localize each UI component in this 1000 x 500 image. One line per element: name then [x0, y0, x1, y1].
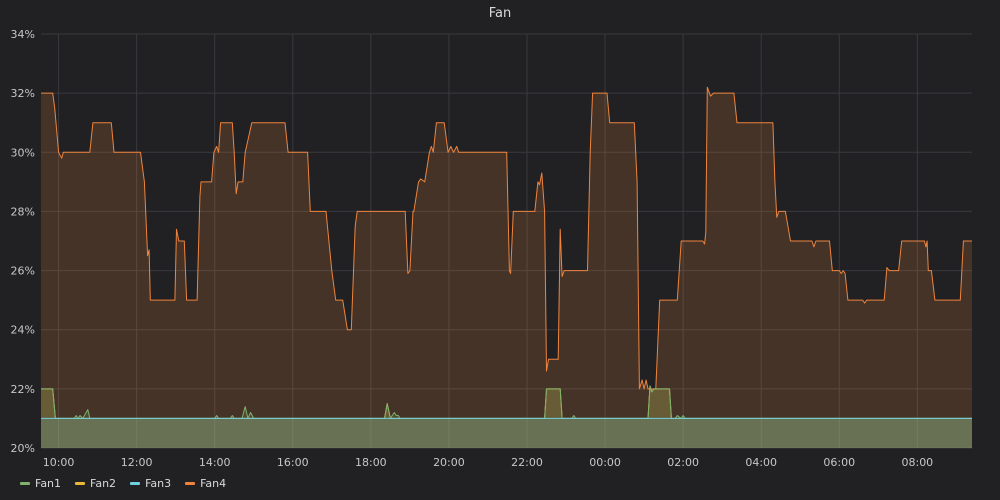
- x-tick-label: 04:00: [745, 456, 777, 469]
- legend: Fan1 Fan2 Fan3 Fan4: [20, 477, 226, 490]
- legend-item-fan3[interactable]: Fan3: [130, 477, 171, 490]
- x-tick-label: 06:00: [823, 456, 855, 469]
- series-line-fan4: [41, 86, 972, 390]
- legend-label: Fan3: [145, 477, 172, 490]
- y-tick-label: 32%: [11, 87, 35, 100]
- legend-item-fan2[interactable]: Fan2: [75, 477, 116, 490]
- x-tick-label: 22:00: [511, 456, 543, 469]
- x-tick-label: 16:00: [277, 456, 309, 469]
- legend-swatch: [130, 482, 141, 485]
- y-tick-label: 28%: [11, 205, 35, 218]
- y-tick-label: 26%: [11, 265, 35, 278]
- legend-item-fan1[interactable]: Fan1: [20, 477, 61, 490]
- legend-label: Fan4: [200, 477, 227, 490]
- legend-label: Fan1: [35, 477, 62, 490]
- x-tick-label: 20:00: [433, 456, 465, 469]
- series-area-fan3: [41, 418, 972, 448]
- x-tick-label: 08:00: [901, 456, 933, 469]
- series-area-fan1: [41, 385, 972, 448]
- x-tick-label: 18:00: [355, 456, 387, 469]
- x-tick-label: 00:00: [589, 456, 621, 469]
- x-tick-label: 02:00: [667, 456, 699, 469]
- legend-swatch: [20, 482, 30, 485]
- x-tick-label: 10:00: [43, 456, 75, 469]
- y-tick-label: 30%: [11, 146, 35, 159]
- x-tick-label: 12:00: [121, 456, 153, 469]
- series-area-fan2: [41, 385, 972, 448]
- legend-item-fan4[interactable]: Fan4: [185, 477, 226, 490]
- x-tick-label: 14:00: [199, 456, 231, 469]
- legend-label: Fan2: [90, 477, 117, 490]
- legend-swatch: [185, 482, 196, 485]
- panel-title[interactable]: Fan: [488, 6, 512, 21]
- y-tick-label: 22%: [11, 383, 35, 396]
- y-tick-label: 24%: [11, 324, 35, 337]
- y-tick-label: 20%: [11, 442, 35, 455]
- fan-chart[interactable]: 20% 22% 24% 26% 28% 30% 32% 34% 10:00 12:00 14:00 1…: [0, 0, 1000, 470]
- legend-swatch: [75, 482, 86, 485]
- y-tick-label: 34%: [11, 28, 35, 41]
- series-area-fan4: [41, 87, 972, 448]
